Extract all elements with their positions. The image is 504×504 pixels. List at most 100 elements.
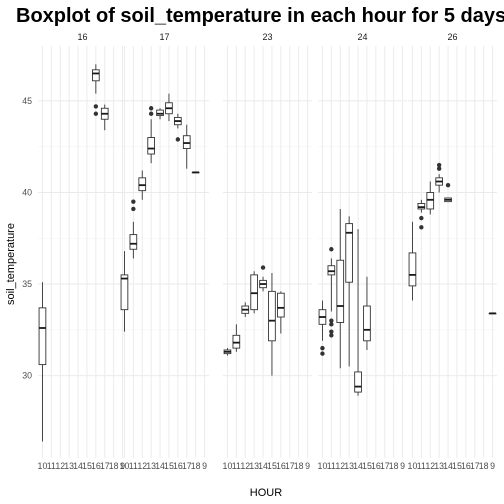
box-26-hour-13 [435,162,443,193]
box-17-hour-13 [147,106,155,164]
x-tick-label: 13 [146,461,156,471]
box-iqr [182,135,191,149]
box-iqr [363,305,371,342]
box-iqr [354,371,362,393]
x-tick-label: 16 [173,461,183,471]
box-24-hour-10 [318,300,327,356]
x-tick-label: 14 [258,461,268,471]
x-tick-label: 17 [285,461,295,471]
box-24-hour-11 [327,247,336,338]
x-tick-label: 13 [344,461,354,471]
box-iqr [147,137,155,155]
outlier-point [320,345,325,351]
x-tick-label: 14 [443,461,453,471]
x-tick-label: 15 [362,461,372,471]
box-16-hour-17 [100,104,109,131]
outlier-point [329,333,334,338]
x-tick-label: 13 [434,461,444,471]
facet-panel-24: 10 11 12 13 14 15 16 17 18 9 24 [318,32,407,471]
x-tick-label: 11 [129,461,138,471]
x-tick-label: 17 [470,461,480,471]
outlier-point [320,351,325,356]
x-tick-label: 10 [120,461,130,471]
box-16-hour-10 [38,282,47,442]
x-tick-label: 9 [400,461,405,471]
outlier-point [436,166,442,171]
box-iqr [129,234,138,250]
box-23-hour-16 [277,291,285,334]
x-tick-label: 15 [164,461,174,471]
outlier-point [436,162,442,168]
x-tick-label: 12 [55,461,65,471]
x-tick-label: 9 [490,461,495,471]
box-iqr [250,274,258,311]
box-24-hour-13 [345,216,353,367]
x-tick-label: 10 [223,461,233,471]
box-17-hour-16 [174,113,182,142]
facet-strip-label: 16 [77,32,87,42]
box-23-hour-14 [259,265,267,292]
x-axis-title: HOUR [250,487,282,499]
facet-panel-16: 10 11 12 13 14 15 16 17 18 916 [38,32,127,471]
facet-strip-label: 23 [262,32,272,42]
box-iqr [426,192,435,210]
box-iqr [156,109,164,117]
facet-strip-label: 17 [159,32,169,42]
facet-panel-17: 10 11 12 13 14 15 16 17 18 917 [120,32,209,471]
box-23-hour-15 [268,273,276,376]
outlier-point [131,206,136,212]
facet-strip-label: 26 [447,32,457,42]
y-tick-label: 45 [22,96,32,106]
box-iqr [120,274,129,311]
box-24-hour-15 [363,276,371,350]
x-tick-label: 17 [100,461,110,471]
x-tick-label: 18 [191,461,201,471]
box-17-hour-18 [191,171,200,174]
x-tick-label: 15 [82,461,92,471]
box-23-hour-11 [232,324,241,352]
box-17-hour-11 [129,199,138,259]
x-tick-label: 18 [294,461,304,471]
facet-strip-label: 24 [357,32,367,42]
x-tick-label: 16 [91,461,101,471]
box-iqr [408,252,417,287]
outlier-point [419,215,424,221]
x-tick-label: 14 [155,461,165,471]
box-iqr [336,259,345,323]
x-tick-label: 13 [249,461,259,471]
box-iqr [92,69,100,82]
box-iqr [277,292,285,318]
box-23-hour-13 [250,271,258,314]
x-tick-label: 11 [232,461,241,471]
x-tick-label: 12 [335,461,345,471]
outlier-point [329,329,334,334]
x-tick-label: 10 [38,461,48,471]
x-tick-label: 11 [417,461,426,471]
box-17-hour-10 [120,251,129,332]
box-26-hour-9 [488,312,497,315]
outlier-point [329,322,334,327]
box-iqr [345,223,353,283]
facet-panel-26: 10 11 12 13 14 15 16 17 18 9 26 [408,32,497,471]
box-iqr [268,290,276,342]
y-tick-label: 40 [22,187,32,197]
box-iqr [138,177,147,192]
x-tick-label: 10 [408,461,418,471]
x-tick-label: 12 [240,461,250,471]
box-iqr [417,203,426,210]
box-24-hour-12 [336,208,345,369]
box-17-hour-17 [182,124,191,169]
x-tick-label: 16 [276,461,286,471]
x-tick-label: 18 [109,461,119,471]
outlier-point [93,104,99,109]
x-tick-label: 9 [202,461,207,471]
x-tick-label: 18 [389,461,399,471]
x-tick-label: 9 [120,461,125,471]
x-tick-label: 14 [353,461,363,471]
box-iqr [327,265,336,276]
x-tick-label: 10 [318,461,328,471]
box-23-hour-10 [223,348,232,356]
outlier-point [329,247,334,252]
